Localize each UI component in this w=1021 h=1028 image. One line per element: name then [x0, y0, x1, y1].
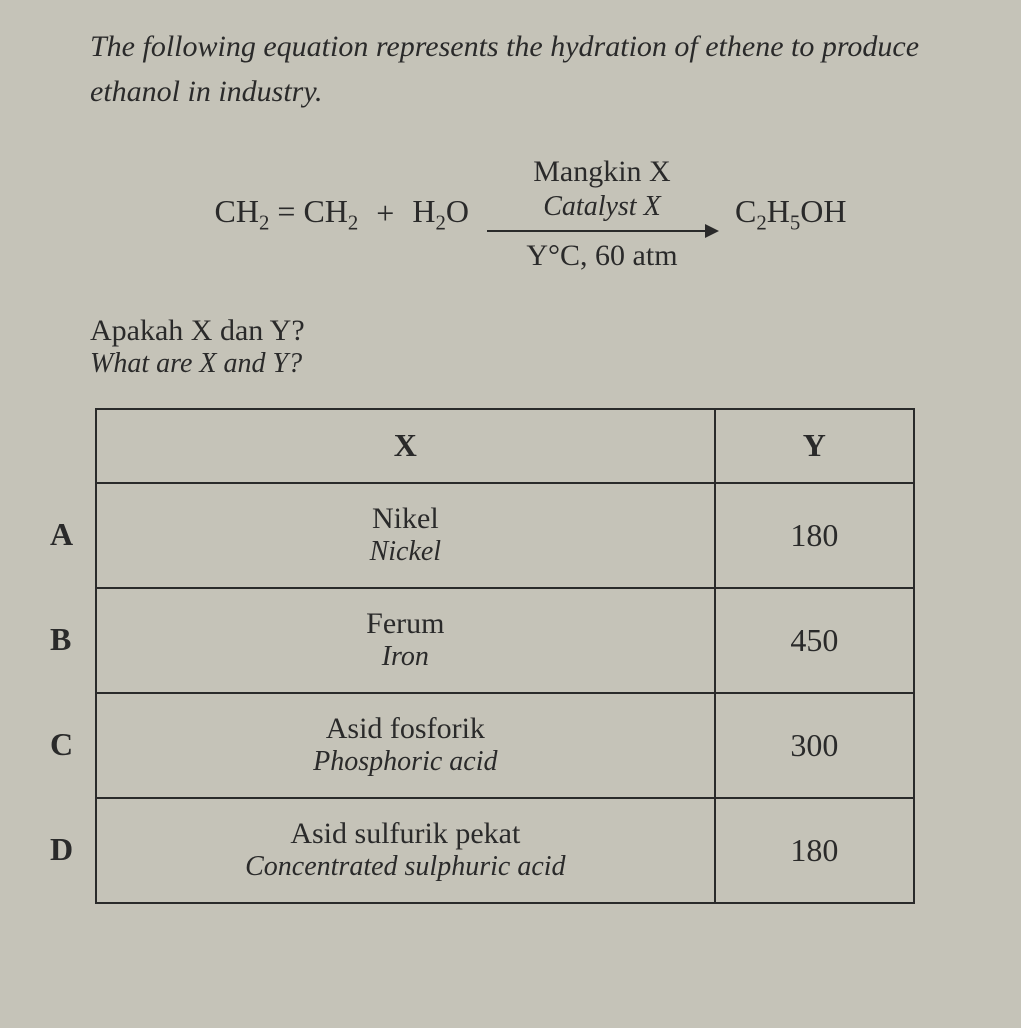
reaction-arrow: Mangkin X Catalyst X Y°C, 60 atm	[487, 154, 717, 274]
table-row: Nikel Nickel 180	[96, 483, 914, 588]
answer-table-wrap: A B C D X Y Nikel Nickel 180 Ferum Iron	[50, 408, 971, 904]
row-label: D	[50, 797, 95, 902]
table-header-row: X Y	[96, 409, 914, 483]
arrow-line-icon	[487, 230, 717, 232]
cell-y: 180	[715, 483, 915, 588]
row-label: B	[50, 587, 95, 692]
x-sub: Concentrated sulphuric acid	[107, 851, 703, 883]
plus-sign: +	[376, 195, 394, 232]
row-labels: A B C D	[50, 408, 95, 904]
row-label: A	[50, 482, 95, 587]
x-main: Asid sulfurik pekat	[107, 817, 703, 851]
question-line-english: What are X and Y?	[90, 348, 971, 380]
cell-x: Asid sulfurik pekat Concentrated sulphur…	[96, 798, 714, 903]
x-main: Ferum	[107, 607, 703, 641]
cell-y: 300	[715, 693, 915, 798]
cell-y: 450	[715, 588, 915, 693]
reactant-2: H2O	[412, 193, 469, 235]
arrow-label-bottom: Y°C, 60 atm	[526, 238, 677, 274]
equation: CH2 = CH2 + H2O Mangkin X Catalyst X Y°C…	[90, 154, 971, 274]
header-x: X	[96, 409, 714, 483]
cell-y: 180	[715, 798, 915, 903]
header-y: Y	[715, 409, 915, 483]
cell-x: Asid fosforik Phosphoric acid	[96, 693, 714, 798]
product: C2H5OH	[735, 193, 846, 235]
x-main: Nikel	[107, 502, 703, 536]
table-row: Ferum Iron 450	[96, 588, 914, 693]
x-sub: Phosphoric acid	[107, 746, 703, 778]
x-sub: Nickel	[107, 536, 703, 568]
table-row: Asid fosforik Phosphoric acid 300	[96, 693, 914, 798]
reactant-1: CH2 = CH2	[215, 193, 359, 235]
question-line-malay: Apakah X dan Y?	[90, 314, 971, 348]
x-main: Asid fosforik	[107, 712, 703, 746]
arrow-label-top-2: Catalyst X	[543, 190, 660, 224]
x-sub: Iron	[107, 641, 703, 673]
answer-table: X Y Nikel Nickel 180 Ferum Iron 450	[95, 408, 915, 904]
row-label: C	[50, 692, 95, 797]
table-row: Asid sulfurik pekat Concentrated sulphur…	[96, 798, 914, 903]
arrow-label-top-1: Mangkin X	[533, 154, 671, 190]
cell-x: Nikel Nickel	[96, 483, 714, 588]
cell-x: Ferum Iron	[96, 588, 714, 693]
intro-text: The following equation represents the hy…	[90, 24, 971, 114]
